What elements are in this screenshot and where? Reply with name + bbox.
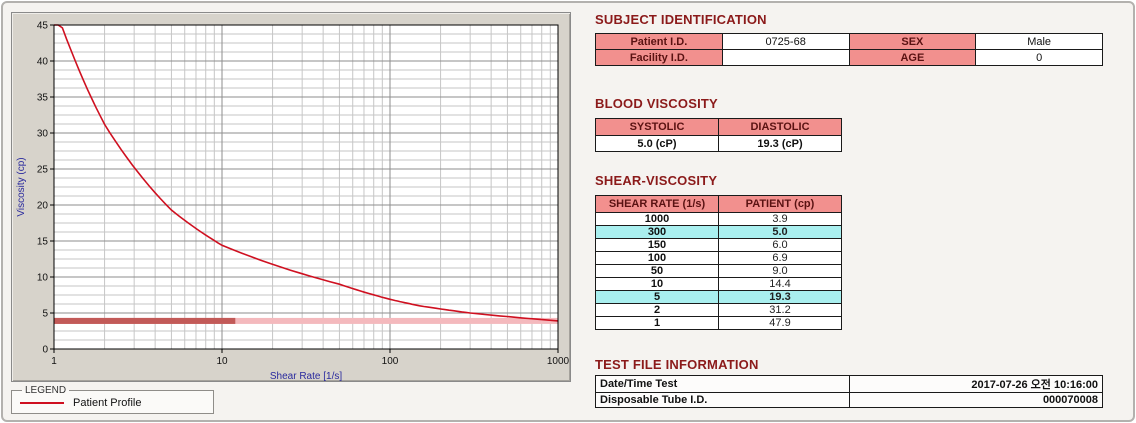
- patient-profile-line-sample: [20, 402, 64, 404]
- svg-text:40: 40: [37, 57, 49, 68]
- chart-panel: 0 5 10 15 20 25 30 35 40 45 1 10 100 1000 Shear Rate […: [11, 12, 571, 382]
- shear-rate-cell: 5: [595, 290, 719, 304]
- systolic-header: SYSTOLIC: [595, 118, 719, 136]
- shear-rate-cell: 1: [595, 316, 719, 330]
- blood-viscosity-heading: BLOOD VISCOSITY: [595, 96, 718, 111]
- legend-item: Patient Profile: [20, 397, 205, 409]
- patient-profile-curve: [54, 24, 559, 322]
- shear-viscosity-row: 50 9.0: [595, 264, 842, 278]
- svg-text:20: 20: [37, 201, 49, 212]
- table-row: Disposable Tube I.D. 000070008: [595, 392, 1103, 408]
- shear-viscosity-row: 1 47.9: [595, 316, 842, 330]
- legend-item-label: Patient Profile: [73, 397, 142, 409]
- shear-viscosity-heading: SHEAR-VISCOSITY: [595, 173, 718, 188]
- shear-viscosity-row: 100 6.9: [595, 251, 842, 265]
- patient-viscosity-cell: 6.9: [718, 251, 842, 265]
- date-time-test-value: 2017-07-26 오전 10:16:00: [848, 375, 1103, 393]
- svg-text:10: 10: [216, 356, 228, 367]
- svg-text:1000: 1000: [547, 356, 570, 367]
- svg-text:5: 5: [42, 309, 48, 320]
- patient-viscosity-cell: 3.9: [718, 212, 842, 226]
- svg-text:35: 35: [37, 93, 49, 104]
- y-axis-label: Viscosity (cp): [16, 157, 27, 216]
- shear-rate-cell: 10: [595, 277, 719, 291]
- shear-viscosity-row: 2 31.2: [595, 303, 842, 317]
- patient-viscosity-cell: 14.4: [718, 277, 842, 291]
- shear-viscosity-row: 10 14.4: [595, 277, 842, 291]
- patient-viscosity-cell: 31.2: [718, 303, 842, 317]
- shear-rate-cell: 1000: [595, 212, 719, 226]
- patient-viscosity-cell: 19.3: [718, 290, 842, 304]
- svg-text:0: 0: [42, 345, 48, 356]
- report-panel: SUBJECT IDENTIFICATION Patient I.D. 0725…: [595, 11, 1103, 408]
- shear-viscosity-table: SHEAR RATE (1/s) PATIENT (cp) 1000 3.9 3…: [595, 195, 842, 330]
- shear-viscosity-row: 150 6.0: [595, 238, 842, 252]
- subject-identification-table: Patient I.D. 0725-68 SEX Male Facility I…: [595, 33, 1103, 66]
- table-row: Date/Time Test 2017-07-26 오전 10:16:00: [595, 375, 1103, 393]
- patient-viscosity-cell: 6.0: [718, 238, 842, 252]
- systolic-value: 5.0 (cP): [595, 135, 719, 152]
- facility-id-value: [721, 49, 850, 66]
- svg-text:30: 30: [37, 129, 49, 140]
- svg-text:10: 10: [37, 273, 49, 284]
- reference-band: [54, 317, 558, 324]
- test-file-information-table: Date/Time Test 2017-07-26 오전 10:16:00 Di…: [595, 375, 1103, 408]
- age-label: AGE: [848, 49, 977, 66]
- disposable-tube-id-label: Disposable Tube I.D.: [595, 392, 850, 408]
- table-header-row: SHEAR RATE (1/s) PATIENT (cp): [595, 195, 842, 213]
- reference-band-dark-segment: [54, 317, 236, 324]
- table-row: Facility I.D. AGE 0: [595, 49, 1103, 66]
- patient-viscosity-cell: 9.0: [718, 264, 842, 278]
- shear-viscosity-row: 1000 3.9: [595, 212, 842, 226]
- sex-label: SEX: [848, 33, 977, 50]
- test-file-information-heading: TEST FILE INFORMATION: [595, 357, 759, 372]
- table-row: Patient I.D. 0725-68 SEX Male: [595, 33, 1103, 50]
- shear-rate-cell: 300: [595, 225, 719, 239]
- facility-id-label: Facility I.D.: [595, 49, 723, 66]
- date-time-test-label: Date/Time Test: [595, 375, 850, 393]
- patient-viscosity-cell: 5.0: [718, 225, 842, 239]
- patient-viscosity-cell: 47.9: [718, 316, 842, 330]
- legend-box: LEGEND Patient Profile: [11, 385, 214, 414]
- age-value: 0: [975, 49, 1103, 66]
- patient-id-label: Patient I.D.: [595, 33, 723, 50]
- patient-id-value: 0725-68: [721, 33, 850, 50]
- disposable-tube-id-value: 000070008: [848, 392, 1103, 408]
- sex-value: Male: [975, 33, 1103, 50]
- svg-text:100: 100: [382, 356, 399, 367]
- viscosity-chart: 0 5 10 15 20 25 30 35 40 45 1 10 100 1000 Shear Rate […: [16, 21, 570, 382]
- shear-viscosity-row: 5 19.3: [595, 290, 842, 304]
- patient-cp-header: PATIENT (cp): [718, 195, 842, 213]
- table-row: 5.0 (cP) 19.3 (cP): [595, 135, 842, 152]
- x-axis-label: Shear Rate [1/s]: [270, 371, 342, 381]
- diastolic-value: 19.3 (cP): [718, 135, 842, 152]
- shear-viscosity-row: 300 5.0: [595, 225, 842, 239]
- blood-viscosity-table: SYSTOLIC DIASTOLIC 5.0 (cP) 19.3 (cP): [595, 118, 842, 152]
- shear-rate-cell: 2: [595, 303, 719, 317]
- table-header-row: SYSTOLIC DIASTOLIC: [595, 118, 842, 136]
- subject-identification-heading: SUBJECT IDENTIFICATION: [595, 12, 767, 27]
- shear-rate-cell: 150: [595, 238, 719, 252]
- svg-text:1: 1: [51, 356, 57, 367]
- shear-rate-header: SHEAR RATE (1/s): [595, 195, 719, 213]
- svg-text:45: 45: [37, 21, 49, 32]
- diastolic-header: DIASTOLIC: [718, 118, 842, 136]
- svg-text:25: 25: [37, 165, 49, 176]
- shear-rate-cell: 50: [595, 264, 719, 278]
- svg-text:15: 15: [37, 237, 49, 248]
- shear-rate-cell: 100: [595, 251, 719, 265]
- legend-title: LEGEND: [25, 385, 67, 396]
